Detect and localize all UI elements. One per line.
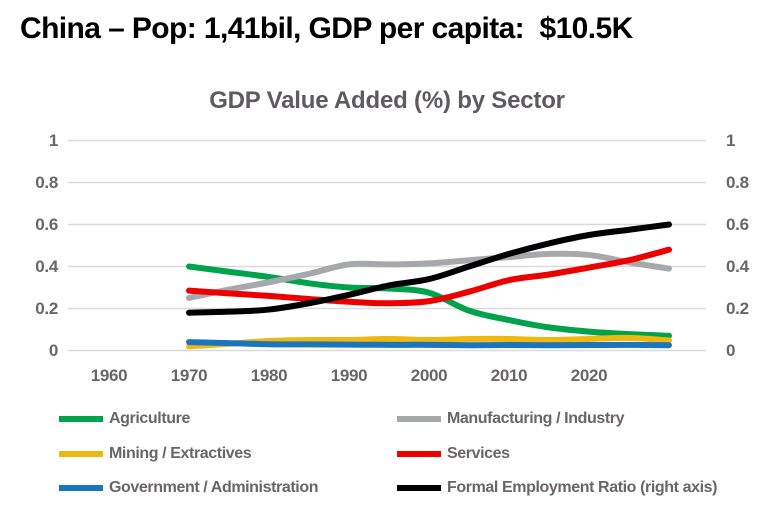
series-line-government-administration: [186, 339, 672, 349]
x-tick-label-1970: 1970: [170, 366, 208, 385]
legend-swatch-agriculture: [59, 416, 103, 423]
legend-swatch-government-administration: [59, 485, 103, 492]
legend-label-agriculture: Agriculture: [109, 410, 190, 428]
legend-label-mining-extractives: Mining / Extractives: [109, 444, 252, 462]
series-line-formal-employment-ratio-right-axis: [186, 221, 672, 316]
legend-item-mining-extractives: Mining / Extractives: [59, 437, 397, 472]
y-tick-label-right-0.4: 0.4: [726, 256, 749, 276]
series-line-agriculture: [186, 263, 672, 339]
series-line-services: [186, 246, 672, 307]
page-title: China – Pop: 1,41bil, GDP per capita: $1…: [20, 12, 633, 45]
x-tick-label-1990: 1990: [330, 366, 368, 385]
legend-label-formal-employment-ratio-right-axis: Formal Employment Ratio (right axis): [447, 479, 718, 497]
y-tick-label-left-0.2: 0.2: [35, 298, 58, 318]
legend-item-formal-employment-ratio-right-axis: Formal Employment Ratio (right axis): [397, 471, 723, 506]
legend-swatch-services: [397, 450, 441, 457]
legend-label-services: Services: [447, 444, 510, 462]
y-tick-label-left-0.4: 0.4: [35, 256, 58, 276]
y-tick-label-right-0.6: 0.6: [726, 214, 749, 234]
series-line-manufacturing-industry: [186, 250, 672, 301]
y-tick-label-right-1: 1: [726, 130, 736, 150]
y-tick-label-right-0.8: 0.8: [726, 172, 749, 192]
legend-swatch-manufacturing-industry: [397, 416, 441, 423]
y-tick-label-left-0: 0: [48, 340, 58, 360]
legend-item-services: Services: [397, 437, 723, 472]
x-tick-label-2020: 2020: [570, 366, 608, 385]
chart-legend: Agriculture Manufacturing / Industry Minin…: [59, 402, 723, 506]
y-tick-label-right-0: 0: [726, 340, 736, 360]
y-tick-label-right-0.2: 0.2: [726, 298, 749, 318]
x-tick-label-2000: 2000: [410, 366, 448, 385]
legend-label-manufacturing-industry: Manufacturing / Industry: [447, 410, 625, 428]
legend-swatch-formal-employment-ratio-right-axis: [397, 485, 441, 492]
x-tick-label-1980: 1980: [250, 366, 288, 385]
series-line-mining-extractives: [186, 334, 672, 350]
y-tick-label-left-0.8: 0.8: [35, 172, 58, 192]
x-tick-label-2010: 2010: [490, 366, 528, 385]
legend-swatch-mining-extractives: [59, 450, 103, 457]
legend-item-manufacturing-industry: Manufacturing / Industry: [397, 402, 723, 437]
y-tick-label-left-0.6: 0.6: [35, 214, 58, 234]
legend-item-government-administration: Government / Administration: [59, 471, 397, 506]
y-tick-label-left-1: 1: [48, 130, 58, 150]
legend-label-government-administration: Government / Administration: [109, 479, 319, 497]
legend-item-agriculture: Agriculture: [59, 402, 397, 437]
chart-title: GDP Value Added (%) by Sector: [209, 87, 565, 114]
x-tick-label-1960: 1960: [90, 366, 128, 385]
